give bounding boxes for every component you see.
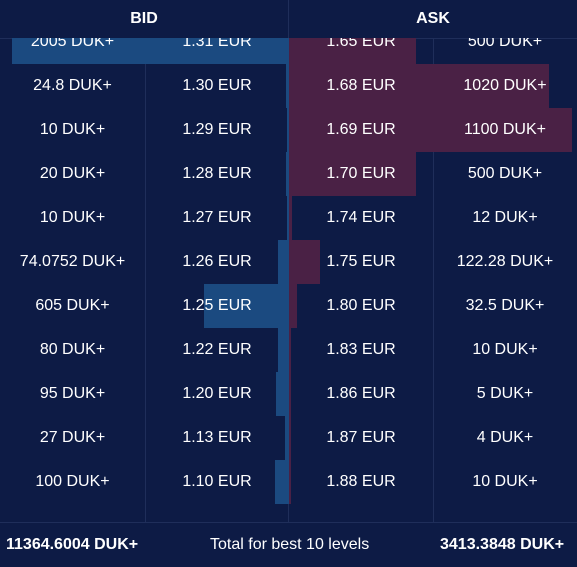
bid-total: 11364.6004 DUK+: [6, 536, 139, 553]
ask-depth-bar: [289, 460, 291, 504]
ask-price: 1.68 EUR: [326, 77, 396, 94]
bid-depth-bar: [286, 64, 289, 108]
ask-price: 1.87 EUR: [326, 429, 396, 446]
divider-bid-qty-price: [145, 38, 146, 522]
bid-column-header: BID: [130, 10, 158, 27]
ask-price: 1.74 EUR: [326, 209, 396, 226]
bid-price: 1.26 EUR: [182, 253, 252, 270]
ask-price: 1.65 EUR: [326, 38, 396, 50]
ask-price: 1.70 EUR: [326, 165, 396, 182]
bid-quantity: 605 DUK+: [35, 297, 110, 314]
bid-price: 1.25 EUR: [182, 297, 252, 314]
order-book-row[interactable]: 24.8 DUK+ 1.30 EUR 1.68 EUR 1020 DUK+: [0, 64, 577, 108]
ask-quantity: 122.28 DUK+: [456, 253, 554, 270]
bid-quantity: 80 DUK+: [39, 341, 106, 358]
ask-quantity: 10 DUK+: [472, 473, 538, 490]
order-book-row[interactable]: 10 DUK+ 1.27 EUR 1.74 EUR 12 DUK+: [0, 196, 577, 240]
order-book-row[interactable]: 20 DUK+ 1.28 EUR 1.70 EUR 500 DUK+: [0, 152, 577, 196]
ask-depth-bar: [289, 240, 320, 284]
order-book-row[interactable]: 2005 DUK+ 1.31 EUR 1.65 EUR 500 DUK+: [0, 38, 577, 64]
ask-quantity: 5 DUK+: [476, 385, 534, 402]
bid-depth-bar: [286, 152, 289, 196]
bid-quantity: 10 DUK+: [39, 121, 106, 138]
bid-price: 1.29 EUR: [182, 121, 252, 138]
bid-depth-bar: [287, 108, 289, 152]
bid-price: 1.30 EUR: [182, 77, 252, 94]
ask-quantity: 500 DUK+: [467, 165, 543, 182]
bid-depth-bar: [287, 196, 289, 240]
bid-depth-bar: [278, 240, 289, 284]
ask-depth-bar: [289, 372, 291, 416]
ask-quantity: 500 DUK+: [467, 38, 543, 50]
bid-depth-bar: [285, 416, 289, 460]
bid-depth-bar: [276, 372, 289, 416]
bid-depth-bar: [204, 284, 289, 328]
order-book-row[interactable]: 100 DUK+ 1.10 EUR 1.88 EUR 10 DUK+: [0, 460, 577, 504]
ask-depth-bar: [289, 38, 416, 64]
ask-price: 1.75 EUR: [326, 253, 396, 270]
bid-price: 1.28 EUR: [182, 165, 252, 182]
bid-depth-bar: [278, 328, 289, 372]
bid-quantity: 27 DUK+: [39, 429, 106, 446]
bid-quantity: 74.0752 DUK+: [19, 253, 126, 270]
bid-quantity: 10 DUK+: [39, 209, 106, 226]
bid-quantity: 24.8 DUK+: [33, 77, 112, 94]
bid-quantity: 2005 DUK+: [30, 38, 115, 50]
ask-depth-bar: [289, 152, 416, 196]
order-book-row[interactable]: 10 DUK+ 1.29 EUR 1.69 EUR 1100 DUK+: [0, 108, 577, 152]
divider-ask-price-qty: [433, 38, 434, 522]
order-book-header: BID ASK: [0, 0, 577, 39]
order-book-footer: 11364.6004 DUK+ Total for best 10 levels…: [0, 522, 577, 560]
ask-quantity: 10 DUK+: [472, 341, 538, 358]
ask-quantity: 12 DUK+: [472, 209, 538, 226]
ask-quantity: 1020 DUK+: [463, 77, 547, 94]
bid-price: 1.10 EUR: [182, 473, 252, 490]
ask-total: 3413.3848 DUK+: [440, 536, 565, 553]
ask-price: 1.69 EUR: [326, 121, 396, 138]
bid-price: 1.31 EUR: [182, 38, 252, 50]
bid-price: 1.27 EUR: [182, 209, 252, 226]
order-book-row[interactable]: 605 DUK+ 1.25 EUR 1.80 EUR 32.5 DUK+: [0, 284, 577, 328]
order-book: 2005 DUK+ 1.31 EUR 1.65 EUR 500 DUK+ 24.8 DU…: [0, 38, 577, 522]
order-book-row[interactable]: 80 DUK+ 1.22 EUR 1.83 EUR 10 DUK+: [0, 328, 577, 372]
bid-depth-bar: [275, 460, 289, 504]
ask-price: 1.86 EUR: [326, 385, 396, 402]
bid-price: 1.22 EUR: [182, 341, 252, 358]
bid-quantity: 100 DUK+: [35, 473, 110, 490]
ask-depth-bar: [289, 108, 572, 152]
ask-quantity: 1100 DUK+: [464, 121, 546, 138]
bid-depth-bar: [12, 38, 289, 64]
bid-price: 1.13 EUR: [182, 429, 252, 446]
bid-quantity: 95 DUK+: [39, 385, 106, 402]
bid-quantity: 20 DUK+: [39, 165, 106, 182]
ask-depth-bar: [289, 328, 291, 372]
ask-depth-bar: [289, 284, 297, 328]
order-book-row[interactable]: 27 DUK+ 1.13 EUR 1.87 EUR 4 DUK+: [0, 416, 577, 460]
order-book-row[interactable]: 74.0752 DUK+ 1.26 EUR 1.75 EUR 122.28 DUK+: [0, 240, 577, 284]
ask-depth-bar: [289, 416, 291, 460]
ask-column-header: ASK: [288, 0, 577, 38]
ask-quantity: 4 DUK+: [476, 429, 534, 446]
ask-price: 1.83 EUR: [326, 341, 396, 358]
ask-quantity: 32.5 DUK+: [465, 297, 545, 314]
ask-price: 1.88 EUR: [326, 473, 396, 490]
bid-price: 1.20 EUR: [182, 385, 252, 402]
total-label: Total for best 10 levels: [210, 536, 370, 553]
ask-price: 1.80 EUR: [326, 297, 396, 314]
ask-depth-bar: [289, 196, 292, 240]
order-book-row[interactable]: 95 DUK+ 1.20 EUR 1.86 EUR 5 DUK+: [0, 372, 577, 416]
ask-depth-bar: [289, 64, 549, 108]
